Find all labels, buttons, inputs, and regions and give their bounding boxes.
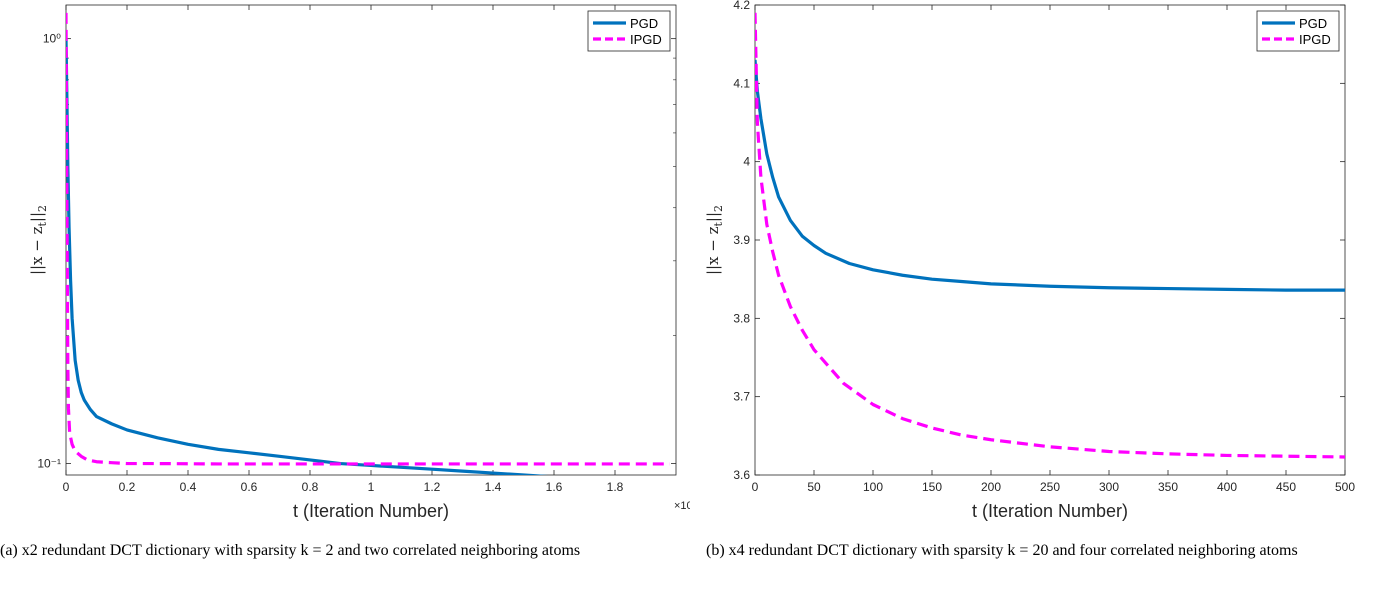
y-tick-label: 10⁰ [43,32,61,46]
y-tick-label: 4.2 [733,0,750,12]
caption-b: (b) x4 redundant DCT dictionary with spa… [706,542,1298,559]
series-group [755,12,1345,459]
y-tick-label: 10⁻¹ [37,457,61,471]
x-tick-label: 1.8 [607,480,624,494]
x-tick-label: 0.6 [241,480,258,494]
y-axis-label-part: || [28,212,46,222]
y-tick-label: 3.9 [733,233,750,247]
y-axis-label-part: 2 [712,205,725,212]
x-tick-label: 100 [863,480,883,494]
y-tick-label: 4.1 [733,76,750,90]
x-axis-label: t (Iteration Number) [972,501,1128,521]
plot-area [754,4,1346,476]
x-tick-label: 1.4 [485,480,502,494]
y-axis-label-part: || [704,212,722,222]
x-tick-label: 1 [368,480,375,494]
x-tick-label: 0 [63,480,70,494]
y-tick-label: 3.8 [733,311,750,325]
x-tick-label: 250 [1040,480,1060,494]
legend-label-ipgd: IPGD [630,32,662,47]
x-tick-label: 500 [1335,480,1355,494]
y-tick-label: 4 [743,155,750,169]
x-axis-multiplier: ×10⁷ [674,500,690,512]
y-axis-label-part: 2 [36,205,49,212]
x-tick-label: 1.2 [424,480,441,494]
x-tick-label: 300 [1099,480,1119,494]
chart-b: 0 50 100 150 200 250 300 350 400 450 500 3.6 3.7 3.8 3… [704,0,1355,521]
series-line-pgd [66,38,549,475]
caption-a: (a) x2 redundant DCT dictionary with spa… [0,542,581,559]
x-tick-label: 350 [1158,480,1178,494]
x-tick-label: 0.2 [119,480,136,494]
x-tick-label: 0.8 [302,480,319,494]
y-axis-label: ||x − zt||2 [28,205,49,275]
plot-area [65,4,677,476]
chart-a: 0 0.2 0.4 0.6 0.8 1 1.2 1.4 1.6 1.8 10⁻¹ 10⁰ PGDIPGD… [28,4,690,521]
legend-box [1256,10,1340,52]
y-axis-label: ||x − zt||2 [704,205,725,275]
x-tick-label: 200 [981,480,1001,494]
x-tick-label: 400 [1217,480,1237,494]
y-tick-label: 3.7 [733,390,750,404]
x-tick-label: 450 [1276,480,1296,494]
x-tick-label: 50 [807,480,821,494]
legend-label-pgd: PGD [1299,16,1327,31]
x-tick-label: 1.6 [546,480,563,494]
series-line-ipgd [755,12,1345,459]
legend-label-pgd: PGD [630,16,658,31]
x-tick-label: 0.4 [180,480,197,494]
series-group [66,12,670,475]
y-axis-label-part: ||x − z [704,226,722,275]
legend-box [587,10,671,52]
series-line-ipgd [66,12,670,466]
y-axis-label-part: t [36,221,49,226]
y-axis-label-part: t [712,221,725,226]
x-tick-label: 150 [922,480,942,494]
y-tick-label: 3.6 [733,468,750,482]
series-line-pgd [755,59,1345,292]
y-axis-label-part: ||x − z [28,226,46,275]
x-tick-label: 0 [752,480,759,494]
x-axis-label: t (Iteration Number) [293,501,449,521]
legend-label-ipgd: IPGD [1299,32,1331,47]
